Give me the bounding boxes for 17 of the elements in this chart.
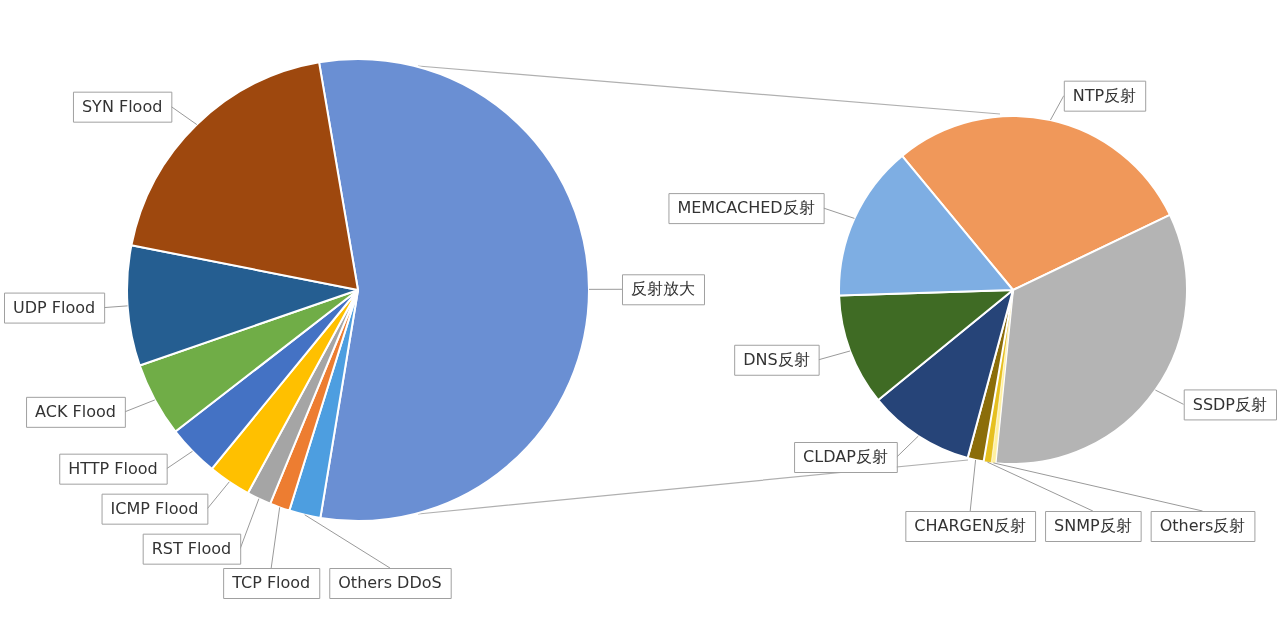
slice-label: Others DDoS <box>338 573 442 593</box>
slice-label: NTP反射 <box>1072 85 1137 105</box>
slice-label: ICMP Flood <box>110 498 199 518</box>
slice-label: SSDP反射 <box>1192 394 1267 414</box>
slice-label: MEMCACHED反射 <box>677 198 815 218</box>
slice-label: 反射放大 <box>631 279 695 299</box>
slice-label: TCP Flood <box>231 573 311 593</box>
slice-label: CHARGEN反射 <box>914 516 1027 536</box>
slice-label: HTTP Flood <box>68 458 158 478</box>
slice-label: ACK Flood <box>35 401 116 421</box>
slice-label: DNS反射 <box>743 349 810 369</box>
slice-label: UDP Flood <box>13 297 96 317</box>
slice-label: Others反射 <box>1159 516 1246 536</box>
slice-label: SYN Flood <box>81 96 163 116</box>
slice-label: CLDAP反射 <box>803 447 888 467</box>
slice-label: RST Flood <box>151 538 232 558</box>
slice-label: SNMP反射 <box>1054 516 1132 536</box>
